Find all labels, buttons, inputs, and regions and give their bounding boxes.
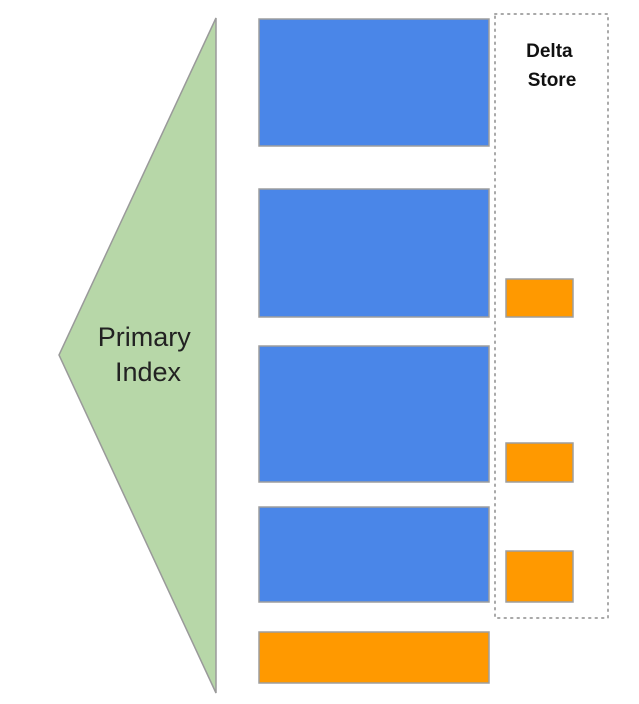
delta-block-2 [505,442,574,483]
main-block-2 [258,188,490,318]
delta-store-border [494,13,609,619]
main-block-3 [258,345,490,483]
delta-store-label-line-1: Delta [526,41,573,62]
main-block-1 [258,18,490,147]
bottom-orange-block [258,631,490,684]
main-blocks [258,18,490,603]
delta-blocks [505,278,574,603]
delta-block-3 [505,550,574,603]
primary-index-label: Primary Index [98,322,199,387]
delta-store-label-line-2: Store [528,70,577,91]
delta-block-1 [505,278,574,318]
main-block-4 [258,506,490,603]
delta-store: Delta Store [494,13,609,619]
primary-index-triangle [58,17,217,694]
primary-index-label-line-2: Index [115,357,182,387]
delta-store-label: Delta Store [526,41,578,91]
primary-index-label-line-1: Primary [98,322,191,352]
primary-index: Primary Index [58,17,217,694]
